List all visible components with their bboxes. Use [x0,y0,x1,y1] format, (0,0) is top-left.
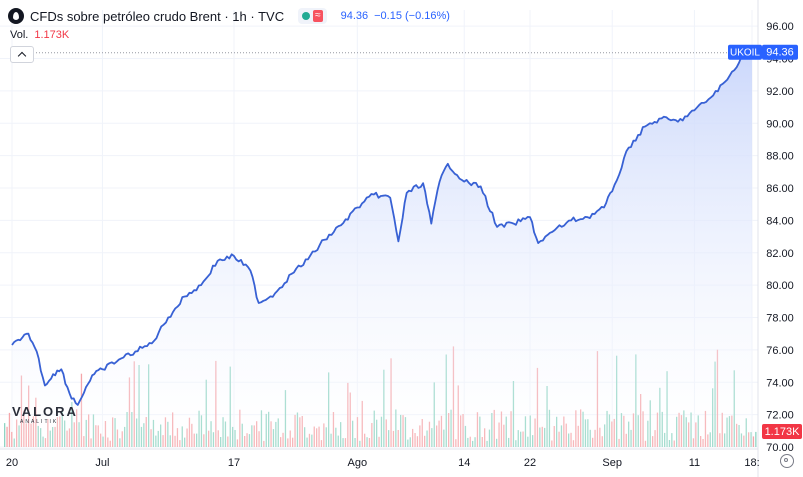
y-tick-label: 86.00 [766,183,794,195]
settings-icon[interactable] [780,454,794,468]
logo-word: VALORA [12,404,78,419]
symbol-label: UKOIL [730,48,760,59]
y-tick-label: 92.00 [766,86,794,98]
collapse-legend-button[interactable] [10,46,34,63]
chevron-up-icon [17,51,27,61]
x-tick-label: Jul [95,457,109,469]
delayed-data-badge: ≈ [313,10,323,22]
x-tick-label: 11 [689,457,700,469]
y-tick-label: 96.00 [766,21,794,33]
x-tick-label: 20 [6,457,18,469]
y-tick-label: 76.00 [766,345,794,357]
oil-drop-icon [8,8,24,24]
volume-bar [4,423,6,447]
y-tick-label: 84.00 [766,215,794,227]
y-tick-label: 72.00 [766,410,794,422]
volume-bar [6,426,8,447]
logo-sub: ANALITIK [20,419,59,425]
volume-legend[interactable]: Vol. 1.173K [10,29,69,41]
x-tick-label: 14 [458,457,470,469]
volume-bar [752,436,755,447]
chart-legend[interactable]: CFDs sobre petróleo crudo Brent · 1h · T… [8,6,450,26]
price-line [11,50,753,406]
volume-axis-label-bg [762,424,802,439]
x-tick-label: 22 [524,457,536,469]
market-open-dot [302,12,311,20]
symbol-title[interactable]: CFDs sobre petróleo crudo Brent · 1h · T… [30,8,285,24]
volume-bar [755,431,757,447]
volume-bar [11,431,13,447]
y-tick-label: 80.00 [766,280,794,292]
y-tick-label: 70.00 [766,442,794,454]
symbol-label-bg [728,44,762,60]
volume-label: Vol. [10,29,29,41]
y-tick-label: 74.00 [766,377,794,389]
volume-bar [8,412,11,447]
y-tick-label: 82.00 [766,248,794,260]
x-tick-label: Sep [602,457,622,469]
y-tick-label: 90.00 [766,118,794,130]
y-tick-label: 78.00 [766,313,794,325]
price-area [11,50,753,448]
x-tick-label: Ago [348,457,368,469]
y-tick-label: 88.00 [766,151,794,163]
x-tick-label: 18: [744,457,759,469]
volume-value: 1.173K [34,29,70,41]
price-area-fill [12,51,752,448]
valora-logo: VALORA ANALITIK [12,404,78,425]
last-price: 94.36 [340,10,369,22]
last-value-label: 94.36 [766,47,794,59]
market-status-pill[interactable]: ≈ [298,8,327,24]
x-tick-label: 17 [228,457,240,469]
last-value-label-bg [762,44,798,60]
volume-axis-label: 1.173K [765,426,801,438]
price-change: −0.15 (−0.16%) [374,10,450,22]
